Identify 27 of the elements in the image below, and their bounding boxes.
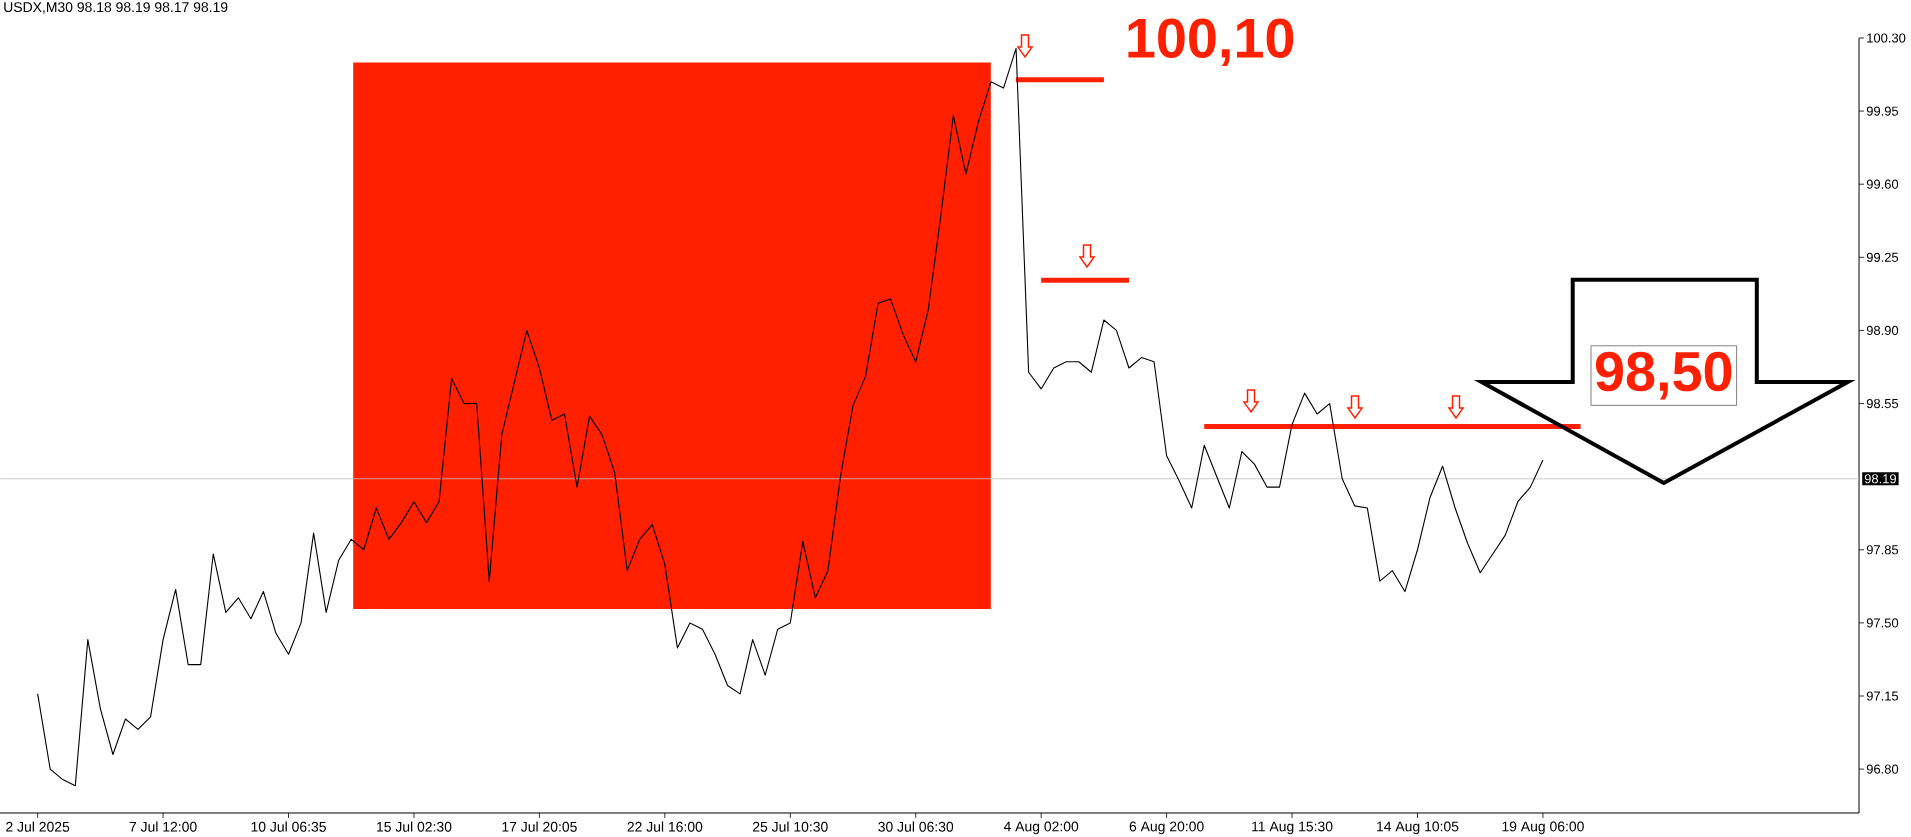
x-tick-label: 11 Aug 15:30 <box>1252 821 1333 835</box>
x-tick-label: 14 Aug 10:05 <box>1377 821 1459 835</box>
x-tick-label: 4 Aug 02:00 <box>1003 821 1079 835</box>
annotation: 100,10 <box>1128 18 1294 67</box>
x-tick-label: 17 Jul 20:05 <box>502 821 577 832</box>
y-tick-label: 99.95 <box>1866 106 1899 116</box>
x-tick-label: 7 Jul 12:00 <box>129 821 197 832</box>
x-tick-label: 2 Jul 2025 <box>6 821 70 832</box>
x-tick-label: 19 Aug 06:00 <box>1502 821 1584 835</box>
ref-line-label: 98.19 <box>1864 474 1896 484</box>
chart-title: USDX,M30 98.18 98.19 98.17 98.19 <box>4 2 228 14</box>
x-tick-label: 10 Jul 06:35 <box>251 821 326 832</box>
y-tick-label: 97.15 <box>1866 691 1899 701</box>
y-tick-label: 98.90 <box>1866 325 1899 336</box>
y-tick-label: 96.80 <box>1866 764 1899 774</box>
y-tick-label: 100.30 <box>1867 33 1906 43</box>
y-tick-label: 97.85 <box>1866 545 1899 555</box>
x-tick-label: 15 Jul 02:30 <box>377 821 452 832</box>
text: 98,50 <box>1595 351 1732 400</box>
x-tick-label: 25 Jul 10:30 <box>752 821 828 832</box>
y-tick-label: 99.25 <box>1866 252 1899 262</box>
y-tick-label: 97.50 <box>1866 618 1899 628</box>
x-tick-label: 22 Jul 16:00 <box>627 821 703 832</box>
x-tick-label: 6 Aug 20:00 <box>1129 821 1204 835</box>
y-tick-label: 99.60 <box>1866 179 1899 189</box>
y-tick-label: 98.55 <box>1866 398 1899 409</box>
x-tick-label: 30 Jul 06:30 <box>878 821 954 832</box>
